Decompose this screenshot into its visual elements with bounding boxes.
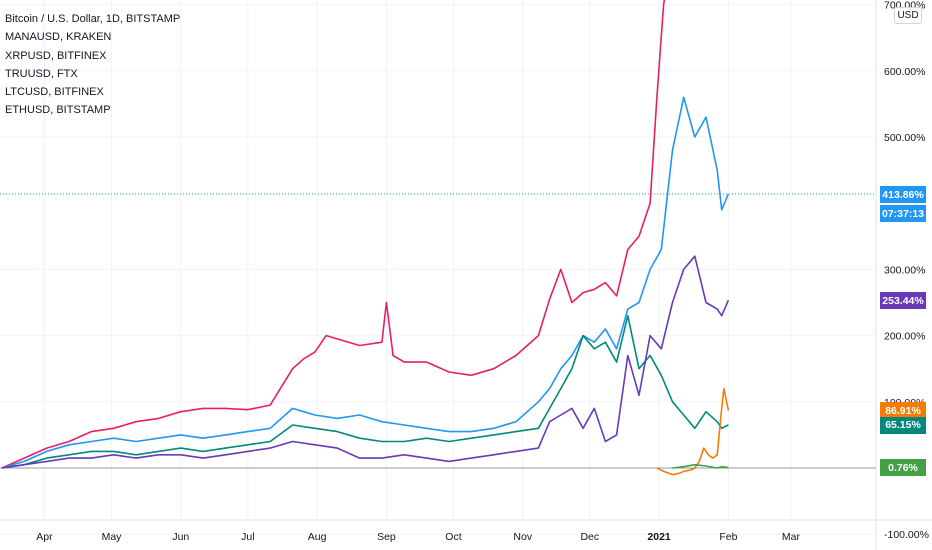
x-tick-label: May <box>102 531 123 543</box>
y-tick-label: 200.00% <box>884 331 925 343</box>
y-tick-label: 600.00% <box>884 66 925 78</box>
series-line-ltcusd <box>1 314 729 469</box>
x-tick-label: 2021 <box>647 531 671 543</box>
legend-item-xrp: XRPUSD, BITFINEX <box>5 49 107 62</box>
currency-button[interactable]: USD <box>894 7 922 24</box>
y-tick-label: 700.00% <box>884 0 925 12</box>
x-tick-label: Oct <box>445 531 461 543</box>
x-tick-label: Apr <box>36 531 53 543</box>
series-line-xrpusd <box>1 255 730 469</box>
legend-item-mana: MANAUSD, KRAKEN <box>5 31 112 44</box>
x-tick-label: Jul <box>241 531 254 543</box>
y-tick-label: 500.00% <box>884 132 925 144</box>
series-line-truusd <box>656 387 730 476</box>
y-tick-label: 300.00% <box>884 264 925 276</box>
legend: Bitcoin / U.S. Dollar, 1D, BITSTAMP MANA… <box>5 10 180 120</box>
price-badge: 65.15% <box>880 416 926 434</box>
series-line-bitcoin <box>1 0 666 469</box>
x-tick-label: Nov <box>513 531 532 543</box>
x-tick-label: Feb <box>719 531 737 543</box>
x-tick-label: Sep <box>377 531 396 543</box>
series-line-ethusd <box>1 96 730 469</box>
series-line-manausd <box>672 463 729 469</box>
price-badge: 253.44% <box>880 292 926 310</box>
price-badge: 413.86% <box>880 186 926 204</box>
legend-item-ltc: LTCUSD, BITFINEX <box>5 86 104 99</box>
price-badge: 0.76% <box>880 459 926 477</box>
y-tick-label: -100.00% <box>884 529 929 541</box>
x-tick-label: Jun <box>172 531 189 543</box>
price-badge: 07:37:13 <box>880 205 926 223</box>
x-tick-label: Mar <box>782 531 801 543</box>
legend-item-eth: ETHUSD, BITSTAMP <box>5 104 111 117</box>
legend-title: Bitcoin / U.S. Dollar, 1D, BITSTAMP <box>5 13 181 25</box>
price-badge: 86.91% <box>880 402 926 420</box>
x-tick-label: Dec <box>580 531 599 543</box>
legend-item-tru: TRUUSD, FTX <box>5 67 78 80</box>
x-tick-label: Aug <box>308 531 327 543</box>
